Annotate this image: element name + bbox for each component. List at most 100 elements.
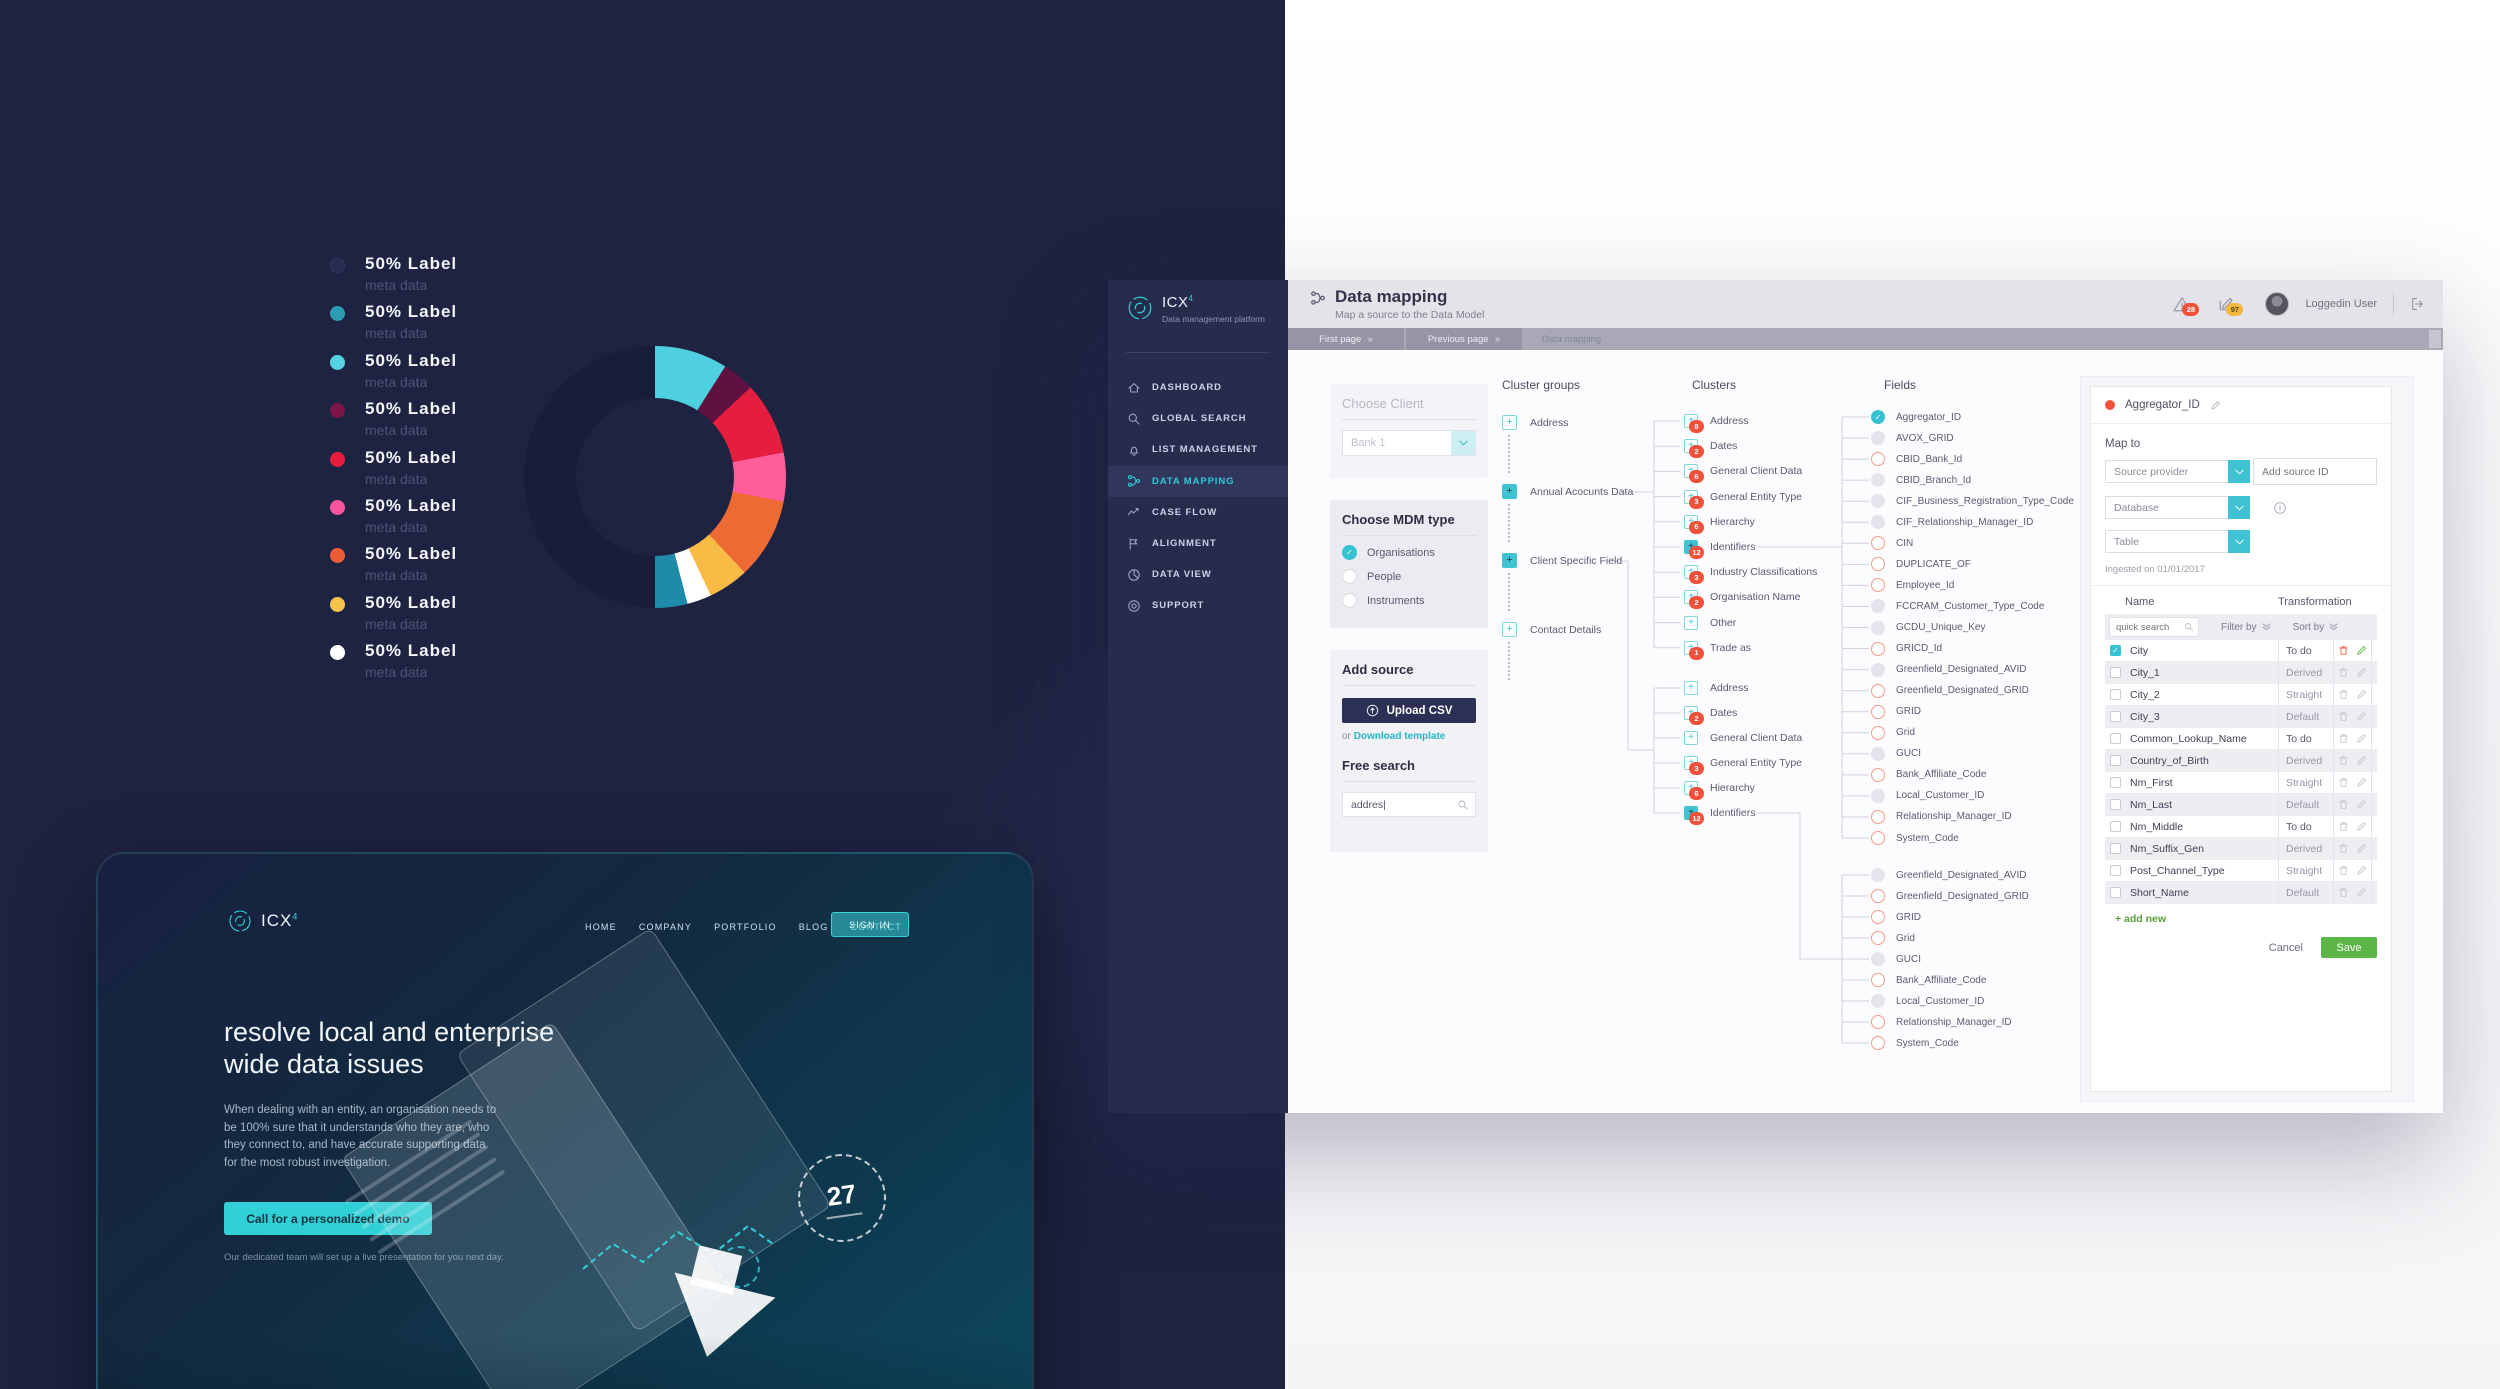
expand-plus-icon[interactable]: + [1502, 484, 1517, 499]
field-g1-avox_grid[interactable]: AVOX_GRID [1871, 431, 1954, 446]
empty-circle-icon[interactable] [1871, 494, 1885, 509]
field-g2-greenfield_designated_avid[interactable]: Greenfield_Designated_AVID [1871, 868, 2026, 882]
table-row[interactable]: City_3 Default [2105, 706, 2377, 728]
field-g2-system_code[interactable]: System_Code [1871, 1036, 1959, 1050]
field-g1-aggregator_id[interactable]: ✓ Aggregator_ID [1871, 410, 1961, 424]
field-g2-grid[interactable]: Grid [1871, 931, 1915, 945]
cluster-g1-identifiers[interactable]: +12 Identifiers [1684, 540, 1756, 559]
empty-circle-icon[interactable] [1871, 746, 1885, 761]
table-row[interactable]: Post_Channel_Type Straight [2105, 860, 2377, 882]
checkbox-unchecked[interactable] [2110, 887, 2121, 898]
cluster-group-contact-details[interactable]: + Contact Details [1502, 622, 1601, 637]
expand-plus-icon[interactable]: +6 [1684, 464, 1704, 484]
sidebar-item-list-management[interactable]: LIST MANAGEMENT [1108, 434, 1288, 465]
warning-circle-icon[interactable] [1871, 683, 1885, 698]
empty-circle-icon[interactable] [1871, 473, 1885, 488]
warning-circle-icon[interactable] [1871, 973, 1885, 987]
radio-checked[interactable]: ✓ [1342, 545, 1357, 560]
nav-link-company[interactable]: COMPANY [638, 922, 693, 932]
mdm-option-instruments[interactable]: Instruments [1342, 593, 1488, 608]
cluster-g2-general-client-data[interactable]: + General Client Data [1684, 731, 1802, 745]
warning-circle-icon[interactable] [1871, 767, 1885, 782]
add-new-link[interactable]: + add new [2115, 913, 2167, 925]
chevron-down-icon[interactable] [1451, 431, 1475, 455]
cluster-g1-general-entity-type[interactable]: +3 General Entity Type [1684, 489, 1802, 509]
expand-plus-icon[interactable]: + [1684, 615, 1698, 630]
upload-csv-button[interactable]: Upload CSV [1342, 698, 1476, 723]
expand-plus-icon[interactable]: +6 [1684, 781, 1704, 800]
table-select[interactable]: Table [2105, 530, 2250, 553]
field-g1-cbid_bank_id[interactable]: CBID_Bank_Id [1871, 452, 1962, 467]
warning-circle-icon[interactable] [1871, 578, 1885, 593]
pencil-icon[interactable] [2356, 865, 2367, 876]
sort-by-dropdown[interactable]: Sort by [2293, 622, 2339, 633]
field-g1-gcdu_unique_key[interactable]: GCDU_Unique_Key [1871, 620, 1986, 635]
empty-circle-icon[interactable] [1871, 952, 1885, 966]
trash-icon[interactable] [2338, 689, 2349, 700]
sidebar-item-global-search[interactable]: GLOBAL SEARCH [1108, 403, 1288, 434]
pencil-icon[interactable] [2356, 733, 2367, 744]
checkbox-unchecked[interactable] [2110, 799, 2121, 810]
cluster-g1-address[interactable]: +8 Address [1684, 414, 1749, 433]
pencil-icon[interactable] [2356, 711, 2367, 722]
field-g1-guci[interactable]: GUCI [1871, 746, 1921, 761]
sidebar-item-data-mapping[interactable]: DATA MAPPING [1108, 465, 1288, 497]
warning-circle-icon[interactable] [1871, 557, 1885, 572]
cluster-g1-hierarchy[interactable]: +6 Hierarchy [1684, 514, 1755, 534]
cluster-g1-other[interactable]: + Other [1684, 615, 1736, 630]
cluster-g2-identifiers[interactable]: +12 Identifiers [1684, 806, 1756, 825]
breadcrumb-data-mapping[interactable]: Data mapping [1524, 328, 1619, 350]
field-g2-relationship_manager_id[interactable]: Relationship_Manager_ID [1871, 1015, 2012, 1029]
trash-icon[interactable] [2338, 777, 2349, 788]
cluster-g1-industry-classifications[interactable]: +3 Industry Classifications [1684, 565, 1817, 585]
trash-icon[interactable] [2338, 887, 2349, 898]
checkbox-unchecked[interactable] [2110, 865, 2121, 876]
table-row[interactable]: Country_of_Birth Derived [2105, 750, 2377, 772]
warning-circle-icon[interactable] [1871, 1036, 1885, 1050]
sidebar-item-dashboard[interactable]: DASHBOARD [1108, 372, 1288, 403]
source-provider-select[interactable]: Source provider [2105, 460, 2250, 483]
edit-note-icon[interactable]: 97 [2217, 296, 2244, 316]
expand-plus-icon[interactable]: +3 [1684, 565, 1704, 585]
expand-plus-icon[interactable]: +2 [1684, 706, 1704, 725]
trash-icon[interactable] [2338, 755, 2349, 766]
expand-plus-icon[interactable]: +1 [1684, 640, 1704, 660]
pencil-icon[interactable] [2356, 689, 2367, 700]
cluster-group-client-specific-field[interactable]: + Client Specific Field [1502, 553, 1622, 568]
empty-circle-icon[interactable] [1871, 868, 1885, 882]
expand-plus-icon[interactable]: + [1684, 731, 1698, 745]
expand-plus-icon[interactable]: +3 [1684, 756, 1704, 775]
pencil-icon[interactable] [2356, 887, 2367, 898]
warning-icon[interactable]: 28 [2173, 296, 2200, 316]
field-g1-greenfield_designated_grid[interactable]: Greenfield_Designated_GRID [1871, 683, 2029, 698]
magnifier-icon[interactable] [2184, 622, 2194, 632]
cluster-g1-general-client-data[interactable]: +6 General Client Data [1684, 464, 1802, 484]
cluster-g1-organisation-name[interactable]: +2 Organisation Name [1684, 590, 1800, 610]
field-g2-local_customer_id[interactable]: Local_Customer_ID [1871, 994, 1984, 1008]
empty-circle-icon[interactable] [1871, 599, 1885, 614]
table-row[interactable]: Nm_First Straight [2105, 772, 2377, 794]
nav-link-home[interactable]: HOME [585, 922, 617, 932]
avatar[interactable] [2265, 292, 2290, 316]
checkbox-unchecked[interactable] [2110, 667, 2121, 678]
table-row[interactable]: Nm_Middle To do [2105, 816, 2377, 838]
download-template-link[interactable]: Download template [1353, 731, 1446, 742]
pencil-icon[interactable] [2356, 667, 2367, 678]
sidebar-item-support[interactable]: SUPPORT [1108, 590, 1288, 621]
nav-link-portfolio[interactable]: PORTFOLIO [714, 922, 777, 932]
checkbox-unchecked[interactable] [2110, 755, 2121, 766]
empty-circle-icon[interactable] [1871, 994, 1885, 1008]
warning-circle-icon[interactable] [1871, 1015, 1885, 1029]
field-g1-cif_relationship_manager_id[interactable]: CIF_Relationship_Manager_ID [1871, 515, 2033, 530]
expand-plus-icon[interactable]: +2 [1684, 439, 1704, 459]
trash-icon[interactable] [2338, 733, 2349, 744]
cluster-g2-hierarchy[interactable]: +6 Hierarchy [1684, 781, 1755, 800]
chevron-down-icon[interactable] [2228, 460, 2250, 483]
table-row[interactable]: City_1 Derived [2105, 662, 2377, 684]
expand-plus-icon[interactable]: +12 [1684, 540, 1704, 559]
chevron-down-icon[interactable] [2228, 496, 2250, 519]
empty-circle-icon[interactable] [1871, 662, 1885, 677]
pencil-icon[interactable] [2356, 645, 2367, 656]
field-g1-system_code[interactable]: System_Code [1871, 831, 1959, 845]
radio-unchecked[interactable] [1342, 569, 1357, 584]
